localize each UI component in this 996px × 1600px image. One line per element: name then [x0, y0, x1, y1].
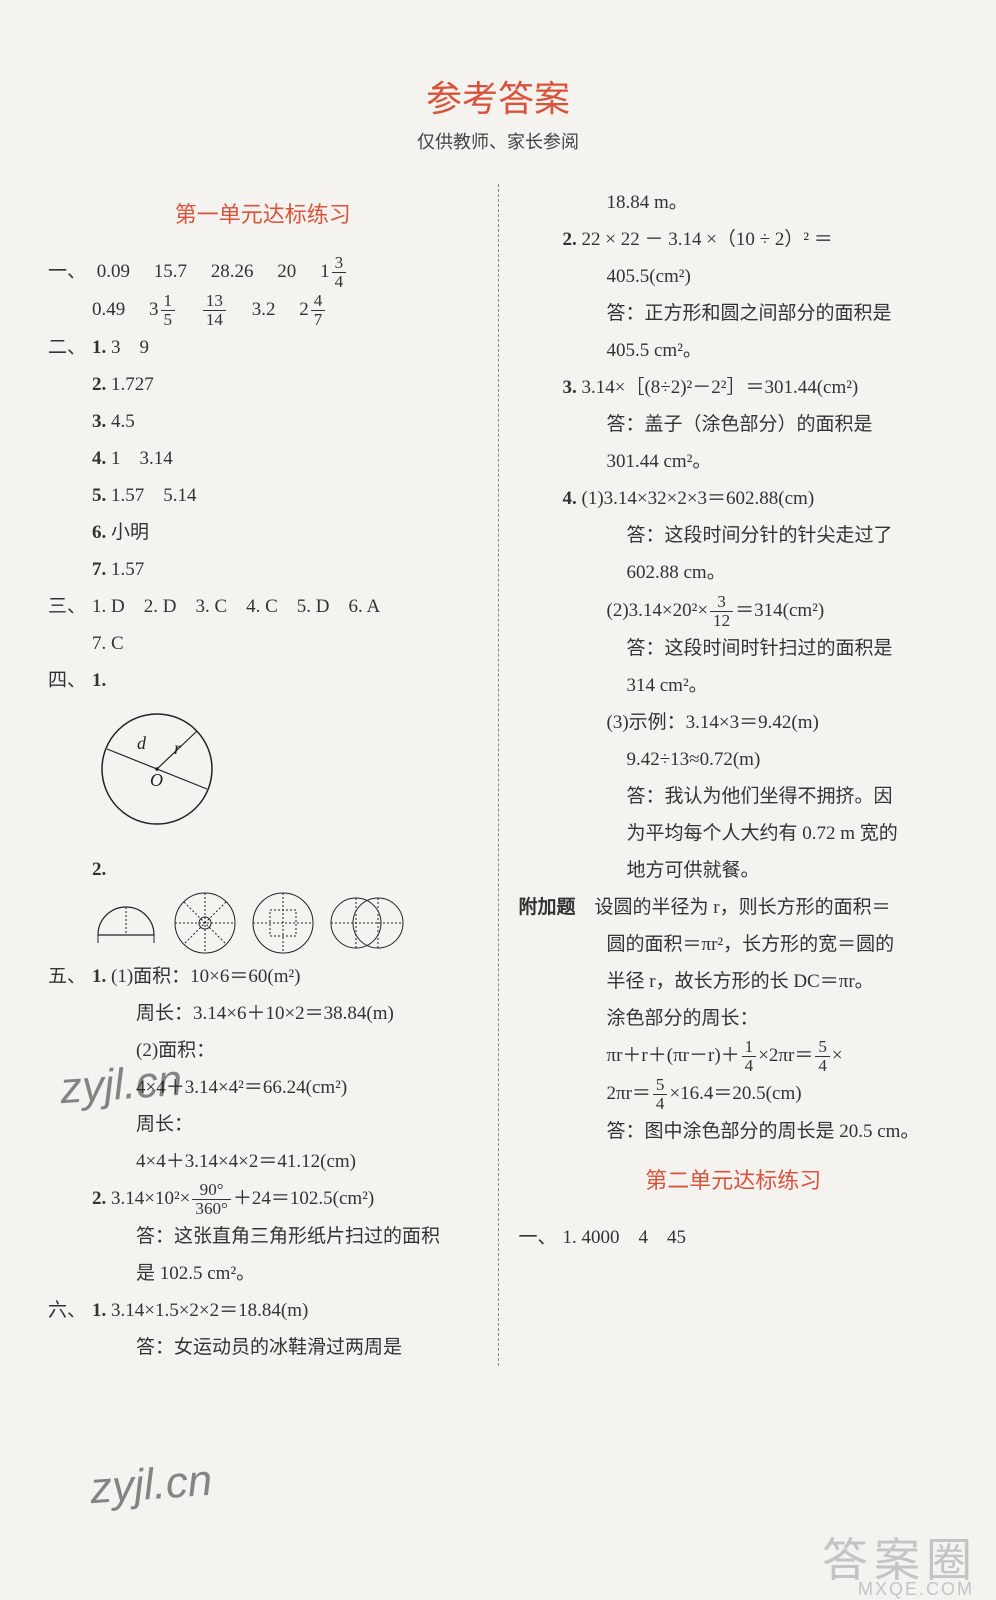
- r4c: 602.88 cm。: [519, 554, 949, 591]
- r3a: 3. 3.14×［(8÷2)²－2²］＝301.44(cm²): [519, 369, 949, 406]
- q2-row: 6. 小明: [48, 514, 478, 551]
- val: 28.26: [211, 261, 254, 282]
- unit2-title: 第二单元达标练习: [519, 1160, 949, 1203]
- stamp-url: MXQE.COM: [858, 1579, 974, 1600]
- svg-text:O: O: [150, 770, 163, 790]
- extra-c: 半径 r，故长方形的长 DC＝πr。: [519, 963, 949, 1000]
- r4g: (3)示例：3.14×3＝9.42(m): [519, 704, 949, 741]
- r4i: 答：我认为他们坐得不拥挤。因: [519, 778, 949, 815]
- r4d: (2)3.14×20²×312＝314(cm²): [519, 592, 949, 630]
- extra-g: 答：图中涂色部分的周长是 20.5 cm。: [519, 1113, 949, 1150]
- page-subtitle: 仅供教师、家长参阅: [48, 128, 948, 154]
- label-一: 一、: [48, 253, 92, 290]
- q6-1b: 答：女运动员的冰鞋滑过两周是: [48, 1329, 478, 1366]
- mixed-frac: 247: [299, 299, 327, 320]
- q1-row1: 一、 0.09 15.7 28.26 20 134: [48, 253, 478, 291]
- mixed-frac: 134: [320, 261, 348, 282]
- r4a: 4. (1)3.14×32×2×3＝602.88(cm): [519, 480, 949, 517]
- r2d: 405.5 cm²。: [519, 332, 949, 369]
- mixed-frac: 315: [149, 299, 177, 320]
- q2-row: 二、1. 3 9: [48, 329, 478, 366]
- val: 15.7: [154, 261, 187, 282]
- q2-row: 3. 4.5: [48, 403, 478, 440]
- q2-row: 2. 1.727: [48, 366, 478, 403]
- svg-text:r: r: [174, 738, 182, 758]
- r2a: 2. 22 × 22 － 3.14 ×（10 ÷ 2）² ＝: [519, 221, 949, 258]
- val: 3.2: [252, 299, 276, 320]
- r3b: 答：盖子（涂色部分）的面积是: [519, 406, 949, 443]
- q5-2b: 答：这张直角三角形纸片扫过的面积: [48, 1218, 478, 1255]
- r2c: 答：正方形和圆之间部分的面积是: [519, 295, 949, 332]
- q5-1f: 4×4＋3.14×4×2＝41.12(cm): [48, 1143, 478, 1180]
- frac: 1314: [203, 292, 226, 329]
- q4-2: 2.: [48, 851, 478, 888]
- q3-row: 7. C: [48, 625, 478, 662]
- r3c: 301.44 cm²。: [519, 443, 949, 480]
- u2-1: 一、1. 4000 4 45: [519, 1219, 949, 1256]
- unit1-title: 第一单元达标练习: [48, 194, 478, 237]
- r4j: 为平均每个人大约有 0.72 m 宽的: [519, 815, 949, 852]
- page-title: 参考答案: [48, 70, 948, 122]
- val: 0.09: [97, 261, 130, 282]
- column-divider: [498, 184, 499, 1366]
- q5-1b: 周长：3.14×6＋10×2＝38.84(m): [48, 995, 478, 1032]
- q5-1e: 周长：: [48, 1106, 478, 1143]
- r2b: 405.5(cm²): [519, 258, 949, 295]
- left-column: 第一单元达标练习 一、 0.09 15.7 28.26 20 134 0.49 …: [48, 184, 478, 1366]
- extra-f: 2πr＝54×16.4＝20.5(cm): [519, 1075, 949, 1113]
- r4h: 9.42÷13≈0.72(m): [519, 741, 949, 778]
- q5-1d: 4×4＋3.14×4²＝66.24(cm²): [48, 1069, 478, 1106]
- right-column: 18.84 m。 2. 22 × 22 － 3.14 ×（10 ÷ 2）² ＝ …: [519, 184, 949, 1366]
- val: 0.49: [92, 299, 125, 320]
- watermark-icon: zyjl.cn: [88, 1456, 213, 1514]
- shape-row: [92, 888, 478, 958]
- extra-d: 涂色部分的周长：: [519, 1000, 949, 1037]
- q5-2a: 2. 3.14×10²×90°360°＋24＝102.5(cm²): [48, 1180, 478, 1218]
- r4k: 地方可供就餐。: [519, 852, 949, 889]
- q2-row: 5. 1.57 5.14: [48, 477, 478, 514]
- extra-b: 圆的面积＝πr²，长方形的宽＝圆的: [519, 926, 949, 963]
- circle-diagram: d r O: [92, 704, 478, 847]
- r4b: 答：这段时间分针的针尖走过了: [519, 517, 949, 554]
- cont1: 18.84 m。: [519, 184, 949, 221]
- q2-row: 7. 1.57: [48, 551, 478, 588]
- svg-text:d: d: [137, 733, 147, 753]
- q5-1a: 五、1. (1)面积：10×6＝60(m²): [48, 958, 478, 995]
- extra-a: 附加题 设圆的半径为 r，则长方形的面积＝: [519, 889, 949, 926]
- q5-2c: 是 102.5 cm²。: [48, 1255, 478, 1292]
- q4-1: 四、1.: [48, 662, 478, 699]
- q6-1a: 六、1. 3.14×1.5×2×2＝18.84(m): [48, 1292, 478, 1329]
- q3-row: 三、1. D 2. D 3. C 4. C 5. D 6. A: [48, 588, 478, 625]
- q2-row: 4. 1 3.14: [48, 440, 478, 477]
- extra-e: πr＋r＋(πr－r)＋14×2πr＝54×: [519, 1037, 949, 1075]
- q5-1c: (2)面积：: [48, 1032, 478, 1069]
- q1-row2: 0.49 315 1314 3.2 247: [48, 291, 478, 329]
- r4f: 314 cm²。: [519, 667, 949, 704]
- r4e: 答：这段时间时针扫过的面积是: [519, 630, 949, 667]
- stamp-icon: 答案圈: [822, 1524, 978, 1590]
- val: 20: [277, 261, 296, 282]
